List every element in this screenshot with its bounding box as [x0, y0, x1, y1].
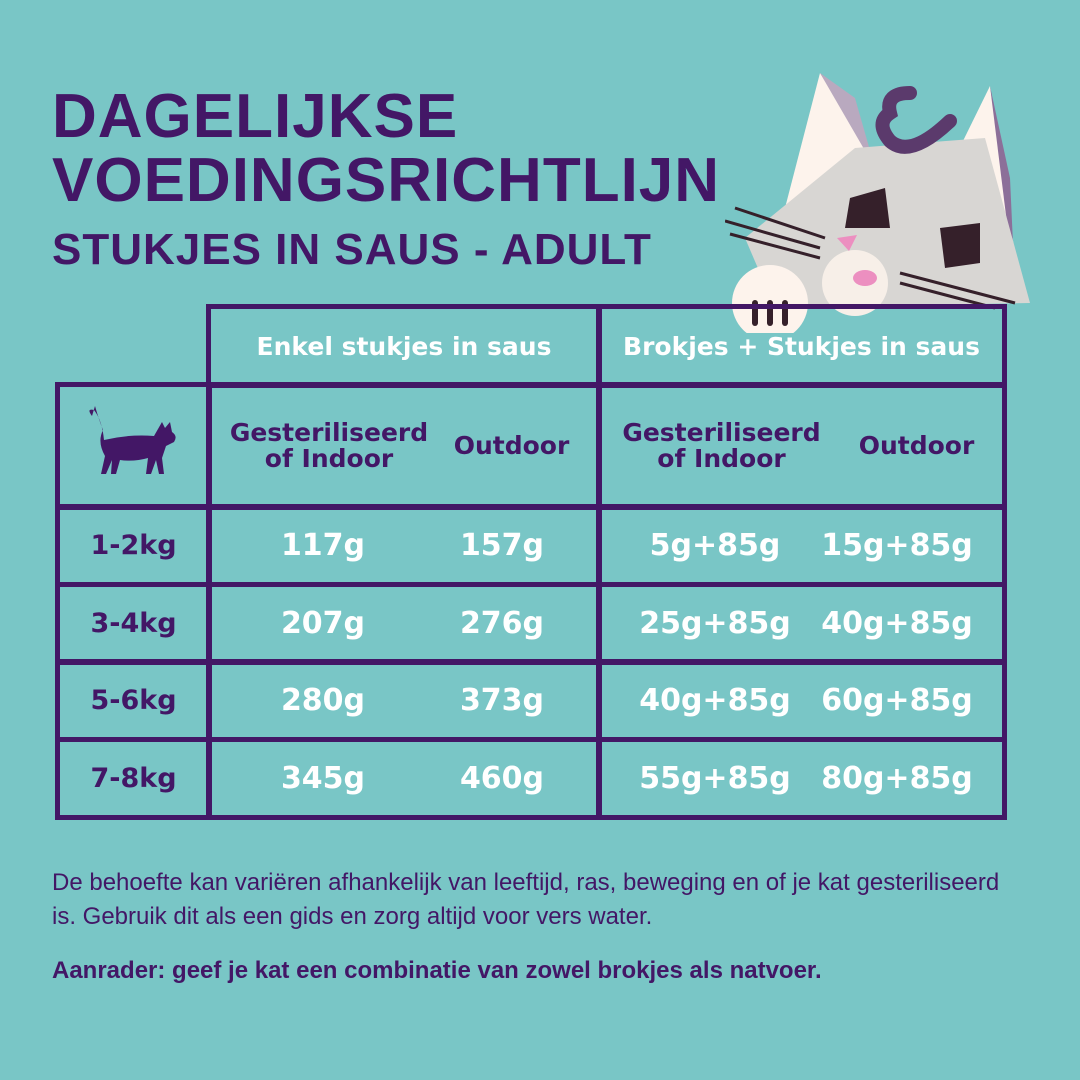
title-line-2: VOEDINGSRICHTLIJN [52, 146, 721, 215]
table-value-cell: 55g+85g [639, 761, 791, 796]
table-value-cell: 40g+85g [639, 683, 791, 718]
title-line-1: DAGELIJKSE [52, 82, 459, 151]
group-header-wet-only: Enkel stukjes in saus [206, 304, 602, 388]
subheader-group-1: Gesteriliseerd of Indoor Outdoor [206, 382, 602, 510]
table-value-cell: 345g [280, 761, 366, 796]
table-value-cell: 460g [459, 761, 545, 796]
cat-silhouette-icon [88, 406, 176, 474]
table-value-cell: 117g [280, 528, 366, 563]
table-value-cell: 373g [459, 683, 545, 718]
subheader-sterilised-line2: of Indoor [264, 444, 394, 473]
table-value-cell: 15g+85g [821, 528, 973, 563]
subheader-outdoor: Outdoor [858, 430, 975, 460]
subtitle: STUKJES IN SAUS - ADULT [52, 225, 652, 274]
weight-label: 1-2kg [90, 530, 177, 561]
subheader-outdoor: Outdoor [453, 430, 570, 460]
note-paragraph: De behoefte kan variëren afhankelijk van… [52, 869, 1000, 930]
weight-cell: 7-8kg [55, 737, 212, 820]
weight-cell: 1-2kg [55, 504, 212, 587]
table-value-cell: 60g+85g [821, 683, 973, 718]
subheader-sterilised-line2: of Indoor [657, 444, 786, 473]
weight-label: 3-4kg [90, 608, 177, 639]
table-row-group-2 [596, 737, 1007, 820]
table-value-cell: 276g [459, 606, 545, 641]
subheader-group-2: Gesteriliseerd of Indoor Outdoor [596, 382, 1007, 510]
weight-label: 5-6kg [90, 685, 177, 716]
recommendation-note: Aanrader: geef je kat een combinatie van… [52, 957, 822, 984]
table-value-cell: 40g+85g [821, 606, 973, 641]
subheader-sterilised-line1: Gesteriliseerd [229, 417, 429, 447]
weight-label: 7-8kg [90, 763, 177, 794]
weight-cell: 3-4kg [55, 582, 212, 665]
subheader-sterilised-line1: Gesteriliseerd [622, 417, 821, 447]
group-header-dry-plus-wet: Brokjes + Stukjes in saus [596, 304, 1007, 388]
table-value-cell: 157g [459, 528, 545, 563]
cat-mascot-icon [725, 73, 1030, 333]
table-value-cell: 80g+85g [821, 761, 973, 796]
table-value-cell: 207g [280, 606, 366, 641]
table-value-cell: 25g+85g [639, 606, 791, 641]
row-header-corner [55, 382, 212, 510]
weight-cell: 5-6kg [55, 659, 212, 742]
table-value-cell: 280g [280, 683, 366, 718]
table-value-cell: 5g+85g [649, 528, 781, 563]
